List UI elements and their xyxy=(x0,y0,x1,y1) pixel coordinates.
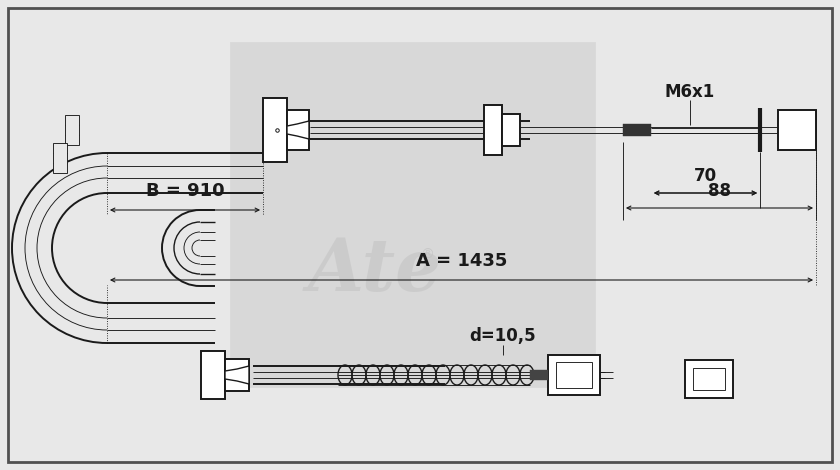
Bar xyxy=(693,368,725,390)
Text: 70: 70 xyxy=(694,167,717,185)
Bar xyxy=(530,370,548,380)
Bar xyxy=(225,359,249,391)
Polygon shape xyxy=(287,121,309,139)
Text: M6x1: M6x1 xyxy=(665,83,715,101)
Bar xyxy=(623,124,651,136)
Bar xyxy=(685,360,733,398)
Text: Ate: Ate xyxy=(308,235,442,306)
Text: ®: ® xyxy=(420,248,434,262)
Bar xyxy=(778,110,816,150)
Bar xyxy=(230,42,595,387)
Bar xyxy=(484,105,502,155)
Bar xyxy=(53,143,67,173)
Text: B = 910: B = 910 xyxy=(145,182,224,200)
Bar xyxy=(65,115,79,145)
Bar xyxy=(548,355,600,395)
Text: 88: 88 xyxy=(708,182,731,200)
Bar xyxy=(263,98,287,162)
Text: d=10,5: d=10,5 xyxy=(470,327,536,345)
Bar xyxy=(287,110,309,150)
Bar xyxy=(502,114,520,146)
Polygon shape xyxy=(225,366,249,384)
Text: A = 1435: A = 1435 xyxy=(416,252,507,270)
Bar xyxy=(556,362,592,388)
Bar xyxy=(201,351,225,399)
